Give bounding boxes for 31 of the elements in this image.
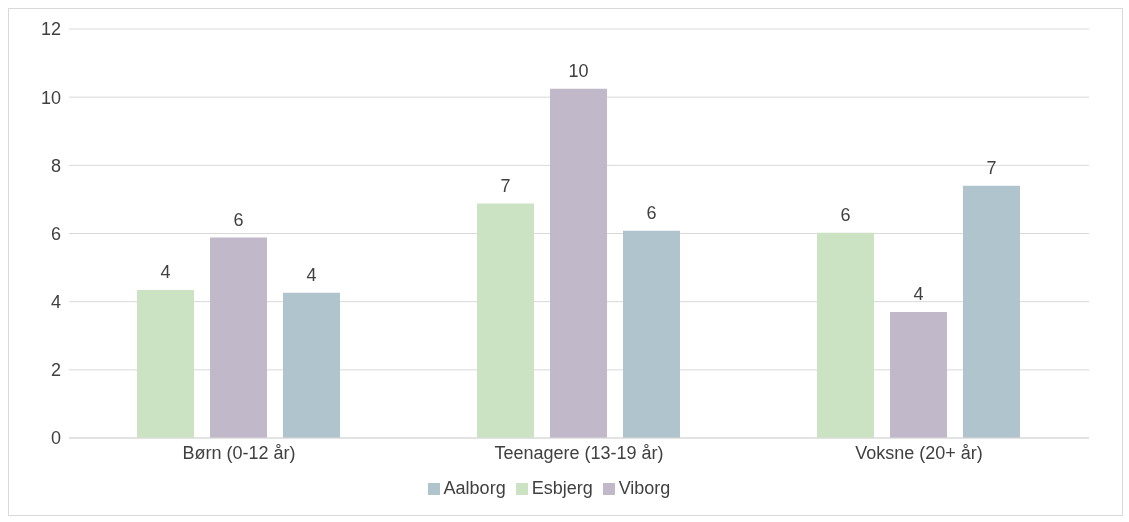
- y-tick-label: 2: [50, 360, 61, 381]
- bar: [623, 230, 680, 438]
- bar: [210, 237, 267, 438]
- x-tick-label: Teenagere (13-19 år): [494, 442, 664, 463]
- bar: [890, 311, 947, 438]
- legend-label: Viborg: [618, 478, 671, 498]
- y-tick-label: 0: [50, 428, 61, 449]
- y-tick-label: 6: [50, 223, 61, 244]
- data-label: 6: [233, 209, 244, 230]
- data-label: 4: [913, 283, 924, 304]
- bar: [283, 292, 340, 438]
- data-label: 7: [986, 157, 997, 178]
- data-label: 6: [646, 202, 657, 223]
- bar: [817, 232, 874, 438]
- y-tick-label: 10: [40, 87, 61, 108]
- x-tick-label: Børn (0-12 år): [182, 442, 296, 463]
- legend-label: Esbjerg: [531, 478, 593, 498]
- data-label: 6: [840, 204, 851, 225]
- data-label: 4: [306, 264, 317, 285]
- legend-label: Aalborg: [443, 478, 506, 498]
- y-tick-label: 12: [40, 19, 61, 40]
- bar: [963, 185, 1020, 438]
- y-tick-label: 4: [50, 292, 61, 313]
- data-label: 4: [160, 262, 171, 283]
- x-tick-label: Voksne (20+ år): [855, 442, 983, 463]
- data-label: 10: [568, 60, 589, 81]
- bar: [550, 88, 607, 438]
- bar: [137, 290, 194, 438]
- data-label: 7: [500, 175, 511, 196]
- bar: [477, 203, 534, 438]
- y-tick-label: 8: [50, 155, 61, 176]
